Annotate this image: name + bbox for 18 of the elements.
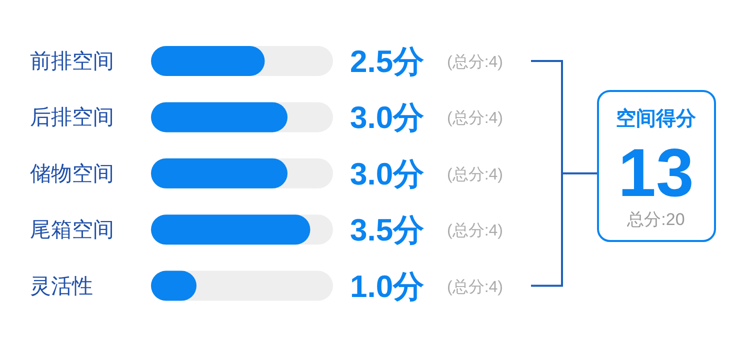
data-label: 2.5分 [350, 44, 424, 79]
y-tick-label: 前排空间 [30, 50, 114, 73]
data-label: 3.5分 [350, 212, 424, 248]
text: 总分:20 [626, 210, 685, 229]
text: (总分:4) [447, 278, 503, 296]
y-tick-label: 后排空间 [30, 106, 114, 130]
text: (总分:4) [447, 222, 503, 240]
y-tick-label: 储物空间 [30, 162, 114, 186]
text: (总分:4) [447, 109, 503, 128]
data-label: 1.0分 [350, 268, 424, 304]
data-label: 3.0分 [350, 156, 424, 192]
y-tick-label: 尾箱空间 [30, 218, 114, 242]
text: (总分:4) [447, 165, 503, 184]
text: 空间得分 [616, 107, 697, 130]
text: (总分:4) [447, 53, 503, 71]
y-tick-label: 灵活性 [30, 274, 93, 298]
text: 13 [618, 135, 694, 211]
data-label: 3.0分 [350, 100, 424, 136]
